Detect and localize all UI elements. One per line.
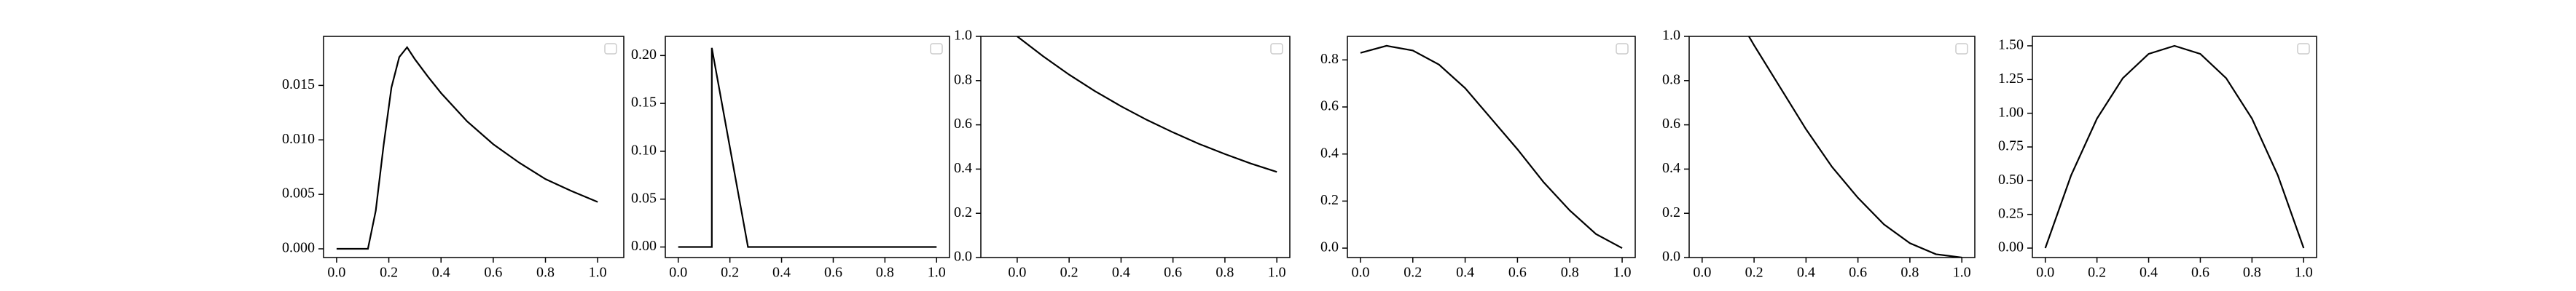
y-tick-label: 0.0 xyxy=(1320,239,1339,255)
y-tick-label: 0.6 xyxy=(1320,98,1339,114)
y-tick-label: 0.0 xyxy=(954,249,972,265)
x-tick-label: 1.0 xyxy=(589,265,607,281)
x-tick-label: 1.0 xyxy=(1613,265,1632,281)
y-tick-label: 1.0 xyxy=(954,28,972,44)
x-tick-label: 1.0 xyxy=(1268,265,1286,281)
y-tick-label: 0.4 xyxy=(954,160,972,176)
y-tick-label: 0.8 xyxy=(954,71,972,87)
x-tick-label: 0.6 xyxy=(1164,265,1182,281)
x-tick-label: 0.4 xyxy=(2140,265,2158,281)
subplot: 0.0 0.2 0.4 0.6 0.8 1.0 0.00 0.05 0.10 0.15 0.20 xyxy=(631,36,950,281)
x-tick-label: 0.2 xyxy=(380,265,398,281)
y-tick-label: 0.05 xyxy=(631,190,657,206)
y-tick-label: 1.25 xyxy=(1998,71,2024,87)
subplot: 0.0 0.2 0.4 0.6 0.8 1.0 0.00 0.25 0.50 0.75 1.00 1.… xyxy=(1998,36,2317,281)
y-tick-label: 0.2 xyxy=(954,204,972,220)
y-tick-label: 0.4 xyxy=(1320,145,1339,161)
axes-frame xyxy=(665,36,950,258)
x-tick-label: 0.0 xyxy=(1693,265,1711,281)
line xyxy=(678,47,937,248)
y-tick-label: 0.8 xyxy=(1320,51,1339,67)
line xyxy=(1360,44,1623,250)
x-tick-label: 1.0 xyxy=(928,265,946,281)
x-tick-label: 0.8 xyxy=(1900,265,1919,281)
line xyxy=(2044,44,2305,249)
legend-box xyxy=(930,43,943,55)
y-tick-label: 0.6 xyxy=(954,116,972,132)
line xyxy=(1748,36,1962,258)
x-tick-label: 0.2 xyxy=(2088,265,2106,281)
legend-box xyxy=(1270,43,1283,55)
x-tick-label: 0.6 xyxy=(824,265,842,281)
y-tick-label: 0.00 xyxy=(1998,239,2024,255)
x-tick-label: 0.6 xyxy=(484,265,502,281)
x-tick-label: 0.0 xyxy=(669,265,687,281)
x-tick-label: 0.0 xyxy=(2036,265,2054,281)
y-tick-label: 0.75 xyxy=(1998,138,2024,154)
x-tick-label: 0.6 xyxy=(1508,265,1527,281)
y-tick-label: 0.50 xyxy=(1998,172,2024,188)
x-tick-label: 0.2 xyxy=(721,265,739,281)
axes-frame xyxy=(2032,36,2317,258)
legend-box xyxy=(1955,43,1968,55)
subplot: 0.0 0.2 0.4 0.6 0.8 1.0 0.0 0.2 0.4 0.6 0.8 1.0 xyxy=(1662,28,1976,281)
x-tick-label: 0.4 xyxy=(1797,265,1815,281)
x-tick-label: 0.8 xyxy=(536,265,555,281)
y-tick-label: 0.20 xyxy=(631,47,657,63)
axes-frame xyxy=(1347,36,1636,258)
y-tick-label: 0.010 xyxy=(282,131,315,147)
line xyxy=(1017,36,1277,173)
y-tick-label: 0.015 xyxy=(282,76,315,92)
x-tick-label: 0.8 xyxy=(1561,265,1579,281)
y-tick-label: 0.0 xyxy=(1662,249,1680,265)
y-tick-label: 0.2 xyxy=(1320,192,1339,208)
x-tick-label: 0.4 xyxy=(1112,265,1130,281)
axes-frame xyxy=(980,36,1291,258)
y-tick-label: 0.2 xyxy=(1662,204,1680,220)
y-tick-label: 0.4 xyxy=(1662,160,1680,176)
x-tick-label: 0.6 xyxy=(2191,265,2209,281)
y-tick-label: 0.25 xyxy=(1998,205,2024,221)
y-tick-label: 0.6 xyxy=(1662,116,1680,132)
x-tick-label: 1.0 xyxy=(1953,265,1971,281)
x-tick-label: 0.4 xyxy=(772,265,791,281)
x-tick-label: 0.8 xyxy=(1215,265,1234,281)
x-tick-label: 0.8 xyxy=(2243,265,2261,281)
y-tick-label: 0.10 xyxy=(631,143,657,159)
x-tick-label: 0.0 xyxy=(1351,265,1369,281)
axes-frame xyxy=(1688,36,1976,258)
y-tick-label: 0.00 xyxy=(631,238,657,254)
x-tick-label: 0.0 xyxy=(327,265,345,281)
y-tick-label: 0.15 xyxy=(631,95,657,111)
x-tick-label: 0.2 xyxy=(1060,265,1078,281)
x-tick-label: 0.8 xyxy=(876,265,894,281)
x-tick-label: 0.4 xyxy=(1456,265,1474,281)
y-tick-label: 1.0 xyxy=(1662,28,1680,44)
legend-box xyxy=(1616,43,1629,55)
x-tick-label: 0.4 xyxy=(432,265,450,281)
y-tick-label: 1.50 xyxy=(1998,37,2024,53)
x-tick-label: 1.0 xyxy=(2295,265,2313,281)
legend-box xyxy=(604,43,617,55)
line xyxy=(336,46,598,250)
x-tick-label: 0.0 xyxy=(1008,265,1026,281)
x-tick-label: 0.2 xyxy=(1404,265,1422,281)
axes-frame xyxy=(323,36,625,258)
subplot: 0.0 0.2 0.4 0.6 0.8 1.0 0.0 0.2 0.4 0.6 0.8 xyxy=(1320,36,1636,281)
x-tick-label: 0.6 xyxy=(1849,265,1867,281)
y-tick-label: 0.000 xyxy=(282,240,315,256)
legend-box xyxy=(2297,43,2310,55)
x-tick-label: 0.2 xyxy=(1745,265,1763,281)
y-tick-label: 0.005 xyxy=(282,186,315,202)
y-tick-label: 0.8 xyxy=(1662,71,1680,87)
subplot: 0.0 0.2 0.4 0.6 0.8 1.0 0.0 0.2 0.4 0.6 0.8 1.0 xyxy=(954,28,1291,281)
y-tick-label: 1.00 xyxy=(1998,104,2024,120)
subplot: 0.0 0.2 0.4 0.6 0.8 1.0 0.000 0.005 0.010 0.015 xyxy=(282,36,625,281)
